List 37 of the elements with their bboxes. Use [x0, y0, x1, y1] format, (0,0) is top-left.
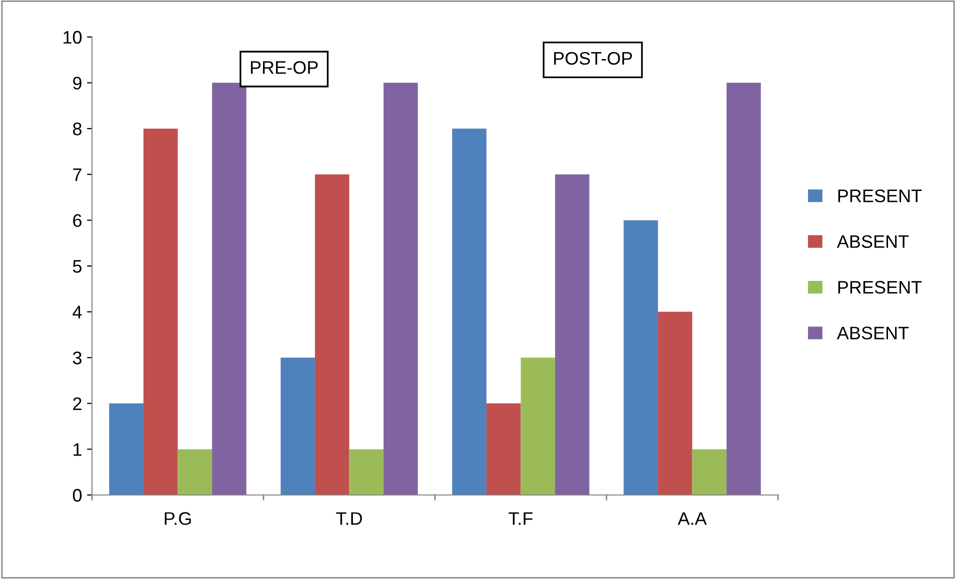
- bar: [384, 82, 418, 495]
- bar: [314, 174, 350, 495]
- annotation: PRE-OP: [250, 61, 318, 74]
- legend-label: ABSENT: [836, 326, 909, 340]
- y-tick-label: 2: [73, 397, 82, 410]
- bar: [178, 449, 212, 495]
- bar: [280, 358, 315, 495]
- y-tick-label: 4: [72, 306, 82, 318]
- y-tick-label: 10: [64, 30, 82, 44]
- bar: [624, 220, 658, 495]
- y-tick-label: 0: [72, 488, 82, 502]
- y-tick-label: 1: [74, 443, 82, 456]
- bar: [555, 174, 590, 495]
- y-tick-label: 3: [72, 352, 82, 364]
- x-tick-label: T.F: [508, 512, 533, 525]
- y-tick-label: 5: [72, 260, 82, 273]
- bar: [212, 82, 246, 495]
- bar: [658, 312, 692, 495]
- bar: [143, 128, 178, 495]
- annotation: POST-OP: [554, 52, 632, 65]
- bar: [726, 82, 761, 495]
- bar: [486, 403, 521, 495]
- y-tick-label: 6: [73, 214, 82, 227]
- x-tick-label: T.D: [336, 512, 362, 525]
- legend-label: PRESENT: [838, 280, 922, 294]
- y-tick-label: 9: [73, 76, 82, 90]
- x-tick-label: A.A: [678, 512, 707, 525]
- x-tick-label: P.G: [164, 512, 191, 525]
- y-tick-label: 7: [73, 168, 82, 181]
- bar: [349, 449, 384, 495]
- bar: [520, 358, 556, 495]
- y-tick-label: 8: [73, 122, 82, 136]
- bar: [452, 128, 486, 495]
- legend-label: ABSENT: [836, 235, 909, 248]
- bar: [692, 449, 727, 495]
- legend-label: PRESENT: [838, 189, 922, 202]
- bar: [109, 403, 144, 495]
